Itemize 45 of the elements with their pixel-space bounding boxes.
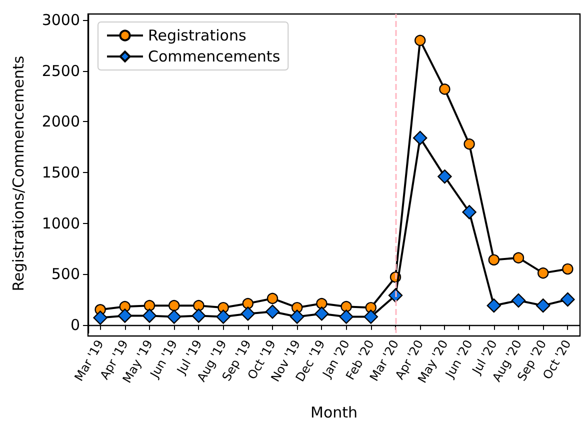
y-tick-label: 2500 [42, 62, 80, 80]
y-tick-label: 1000 [42, 214, 80, 232]
point [242, 298, 254, 310]
point [413, 130, 428, 146]
y-tick-label: 3000 [42, 11, 80, 30]
point [538, 267, 549, 279]
point [144, 300, 156, 312]
point [240, 306, 255, 321]
point [316, 298, 328, 310]
point [266, 292, 278, 304]
y-tick-label: 2000 [42, 112, 80, 131]
point [314, 306, 329, 321]
point [464, 138, 475, 150]
point [142, 308, 157, 323]
point [486, 298, 501, 313]
point [216, 310, 230, 324]
point [339, 310, 354, 324]
legend-label: Registrations [148, 26, 246, 44]
x-axis-title: Month [310, 404, 358, 422]
point [536, 298, 550, 313]
point [462, 205, 476, 220]
point [439, 84, 450, 95]
point [511, 293, 526, 308]
point [438, 169, 452, 184]
point [562, 263, 574, 275]
point [168, 300, 180, 312]
point [414, 34, 426, 46]
point [265, 304, 280, 319]
point [192, 308, 206, 323]
point [364, 310, 378, 324]
point [93, 310, 108, 325]
point [167, 310, 182, 324]
y-tick-label: 0 [70, 316, 80, 334]
point [118, 308, 132, 323]
point [488, 254, 500, 266]
y-axis-title: Registrations/Commencements [10, 56, 28, 292]
point [560, 292, 575, 307]
y-tick-label: 500 [51, 265, 80, 284]
point [193, 300, 204, 312]
point [290, 310, 304, 324]
point [512, 252, 524, 264]
point [340, 300, 352, 312]
y-tick-label: 1500 [42, 163, 80, 182]
point [218, 302, 229, 314]
legend-label: Commencements [148, 48, 280, 66]
